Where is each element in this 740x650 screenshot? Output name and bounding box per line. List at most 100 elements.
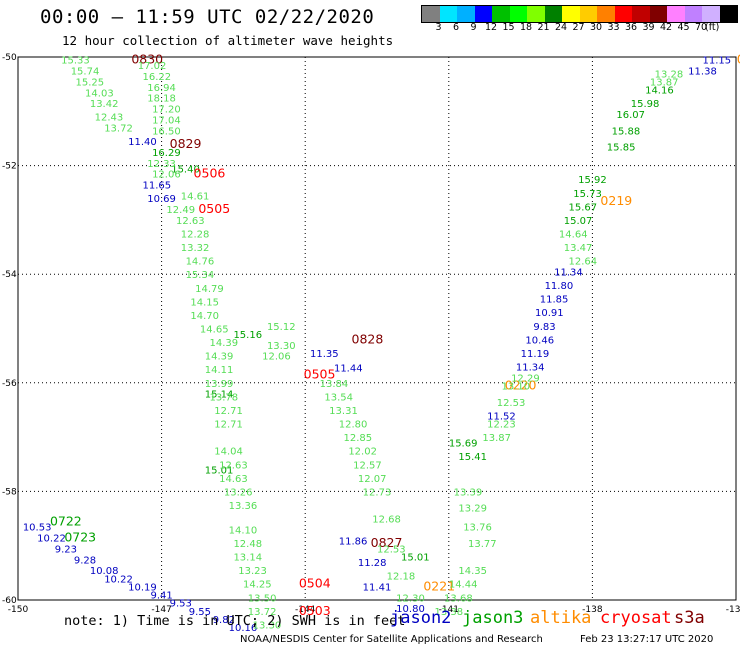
color-scale-label: 15 (502, 22, 515, 33)
color-swatch (527, 6, 545, 22)
data-label: 14.79 (195, 284, 224, 295)
color-scale-label: 27 (572, 22, 585, 33)
color-swatch (422, 6, 440, 22)
color-scale-label: 9 (470, 22, 477, 33)
data-label: 14.10 (229, 525, 258, 536)
color-swatch (562, 6, 580, 22)
data-label: 15.85 (607, 143, 636, 154)
color-swatch (597, 6, 615, 22)
data-label: 12.57 (353, 460, 382, 471)
data-label: 10.08 (90, 566, 119, 577)
data-label: 0504 (299, 576, 331, 591)
data-label: 15.92 (578, 175, 607, 186)
data-label: 13.26 (224, 487, 253, 498)
data-label: 15.88 (612, 126, 641, 137)
y-tick-label: -58 (2, 487, 17, 497)
y-tick-label: -50 (2, 53, 17, 63)
data-label: 15.07 (564, 216, 593, 227)
data-label: 15.01 (205, 466, 234, 477)
data-label: 14.76 (186, 257, 215, 268)
data-label: 10.19 (128, 582, 157, 593)
data-label: 9.53 (170, 599, 192, 610)
data-label: 11.41 (363, 582, 392, 593)
data-label: 13.54 (324, 392, 353, 403)
x-tick-label: -135 (726, 605, 740, 615)
data-label: 0506 (194, 166, 226, 181)
color-scale-label: 45 (677, 22, 690, 33)
color-scale-label: 12 (484, 22, 498, 33)
color-swatch (632, 6, 650, 22)
legend-jason2: jason2 (390, 608, 452, 628)
data-label: 14.16 (645, 86, 674, 97)
color-swatch (579, 6, 597, 22)
data-label: 12.68 (372, 515, 401, 526)
data-label: 13.78 (210, 392, 239, 403)
data-label: 13.87 (650, 77, 679, 88)
data-label: 13.30 (267, 341, 296, 352)
data-label: 15.67 (569, 202, 598, 213)
data-label: 0220 (505, 378, 537, 393)
data-label: 15.01 (401, 553, 430, 564)
data-label: 14.25 (243, 580, 272, 591)
color-swatch (667, 6, 685, 22)
data-label: 12.63 (219, 460, 248, 471)
data-label: 11.19 (521, 349, 550, 360)
data-label: 0503 (299, 603, 331, 618)
data-label: 16.50 (152, 126, 181, 137)
data-label: 13.68 (444, 593, 473, 604)
chart-subtitle: 12 hour collection of altimeter wave hei… (62, 33, 394, 48)
data-label: 17.20 (152, 105, 181, 116)
data-label: 13.10 (501, 382, 530, 393)
legend-jason3: jason3 (462, 608, 524, 628)
color-scale-label: 70 (694, 22, 708, 33)
data-label: 11.35 (310, 349, 339, 360)
data-label: 14.11 (205, 365, 234, 376)
data-label: 13.30 (253, 620, 282, 631)
data-label: 11.44 (334, 364, 363, 375)
data-label: 14.65 (200, 325, 229, 336)
data-label: 15.12 (267, 322, 296, 333)
data-label: 15.14 (205, 390, 234, 401)
data-label: 12.63 (176, 216, 205, 227)
data-label: 14.70 (190, 311, 219, 322)
data-label: 13.77 (468, 539, 497, 550)
color-scale-label: 36 (624, 22, 638, 33)
data-label: 0723 (64, 530, 96, 545)
data-label: 14.04 (214, 447, 243, 458)
data-label: 15.25 (75, 77, 104, 88)
data-label: 12.29 (511, 373, 540, 384)
data-label: 14.35 (458, 566, 487, 577)
data-label: 14.64 (559, 229, 588, 240)
color-scale-label: 18 (519, 22, 533, 33)
data-label: 0827 (371, 535, 403, 550)
color-scale-label: 24 (554, 22, 568, 33)
color-scale-label: 39 (642, 22, 655, 33)
color-scale-label: 3 (435, 22, 442, 33)
data-label: 12.06 (152, 170, 181, 181)
x-tick-label: -141 (439, 605, 459, 615)
data-label: 11.52 (487, 411, 516, 422)
color-scale-label: 42 (659, 22, 673, 33)
data-label: 0830 (131, 52, 163, 67)
data-label: 15.69 (449, 439, 478, 450)
data-label: 16.29 (152, 148, 181, 159)
data-label: 11.38 (688, 67, 717, 78)
data-label: 13.32 (181, 243, 210, 254)
y-tick-label: -52 (2, 162, 17, 172)
data-label: 11.28 (358, 558, 387, 569)
data-label: 10.53 (23, 523, 52, 534)
color-swatch (649, 6, 667, 22)
data-label: 14.44 (449, 580, 478, 591)
color-swatch (684, 6, 702, 22)
y-tick-label: -54 (2, 270, 17, 280)
data-label: 14.63 (219, 474, 248, 485)
data-label: 12.71 (214, 420, 243, 431)
data-label: 12.43 (95, 113, 124, 124)
credit-text: NOAA/NESDIS Center for Satellite Applica… (240, 634, 543, 645)
data-label: 9.83 (533, 322, 555, 333)
data-label: 13.23 (238, 566, 267, 577)
color-swatch (702, 6, 720, 22)
data-label: 10.69 (147, 194, 176, 205)
color-swatch (457, 6, 475, 22)
color-swatch (474, 6, 492, 22)
